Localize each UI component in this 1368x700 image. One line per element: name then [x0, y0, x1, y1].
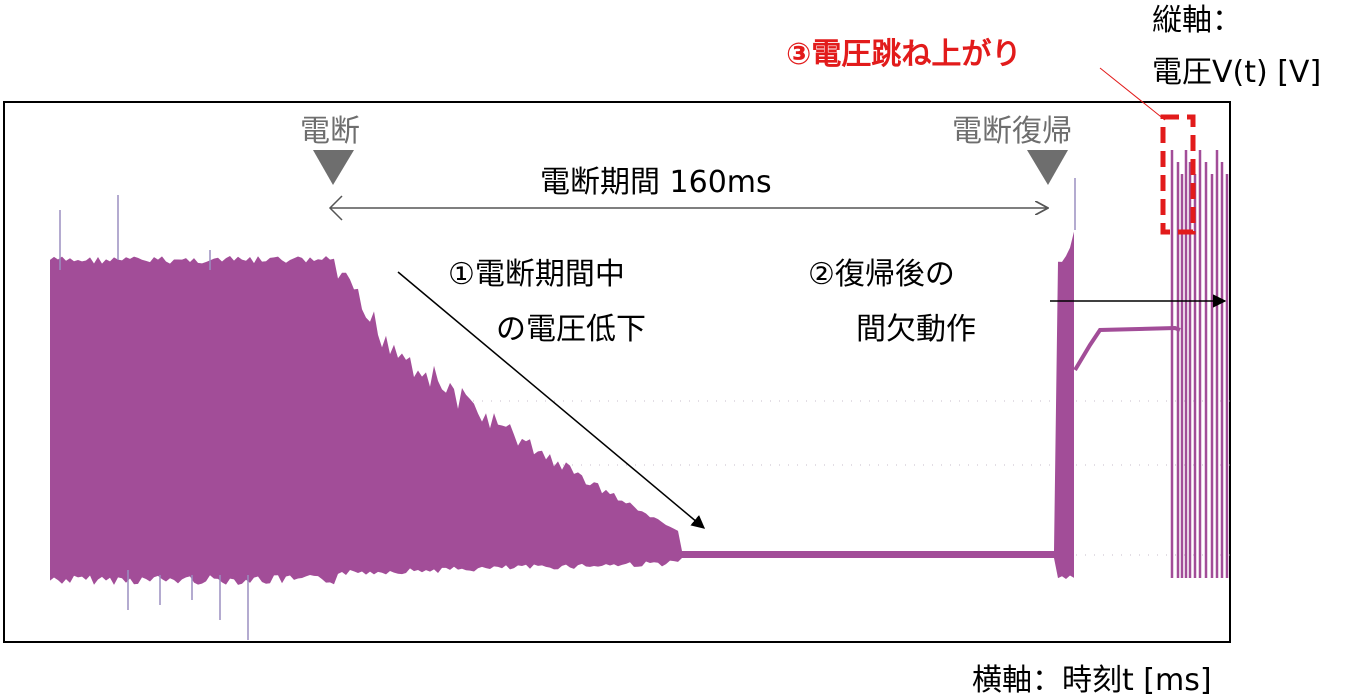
outage-marker-icon	[313, 150, 354, 185]
outage-period-label: 電断期間 160ms	[540, 165, 772, 200]
recovery-level-trace	[1073, 325, 1181, 372]
annotation-drop-line2: の電圧低下	[496, 312, 646, 347]
noise-spikes	[59, 178, 1076, 640]
annotation-spike-label: ③電圧跳ね上がり	[786, 37, 1021, 72]
annotation-intermittent-line1: ②復帰後の	[808, 257, 955, 292]
waveform-envelope	[50, 231, 1074, 585]
spike-highlight-box	[1160, 114, 1196, 235]
annotation-drop-arrow	[397, 271, 706, 529]
annotation-intermittent-line2: 間欠動作	[856, 312, 976, 347]
recovery-marker-icon	[1027, 150, 1068, 185]
x-axis-label: 横軸：時刻t [ms]	[972, 663, 1212, 698]
y-axis-label: 縦軸：	[1152, 3, 1242, 38]
y-axis-unit-label: 電圧V(t) [V]	[1152, 55, 1321, 90]
voltage-waveform	[50, 231, 1181, 585]
annotation-spike-leader	[1099, 67, 1166, 121]
recovery-event-label: 電断復帰	[952, 114, 1072, 149]
annotation-drop-line1: ①電断期間中	[448, 257, 625, 292]
outage-event-label: 電断	[300, 114, 360, 149]
intermittent-pulses	[1170, 150, 1229, 578]
